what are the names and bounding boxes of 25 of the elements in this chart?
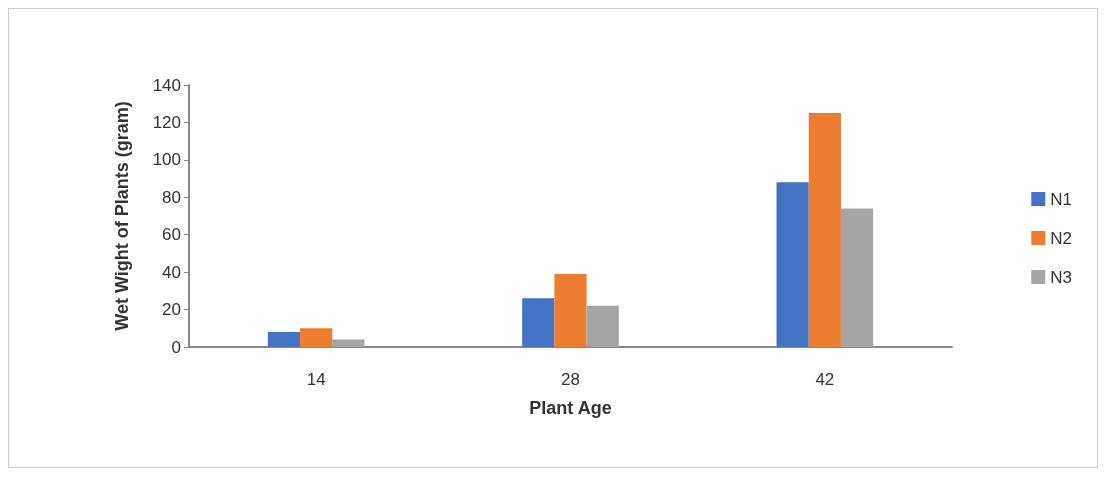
- y-tick-label: 80: [162, 187, 181, 207]
- bar: [840, 208, 874, 347]
- y-tick-label: 40: [162, 262, 181, 282]
- legend-label: N2: [1050, 228, 1072, 248]
- bar: [300, 328, 333, 347]
- bar: [522, 298, 555, 347]
- bar: [586, 305, 619, 347]
- y-axis-title: Wet Wight of Plants (gram): [112, 101, 132, 331]
- x-axis-title: Plant Age: [529, 398, 612, 418]
- bar: [776, 182, 809, 347]
- x-tick-label: 14: [306, 370, 326, 389]
- y-tick-label: 140: [152, 75, 181, 95]
- y-tick-label: 120: [152, 112, 181, 132]
- y-tick-label: 20: [162, 300, 181, 320]
- bar: [332, 339, 365, 347]
- y-tick-label: 0: [171, 337, 181, 357]
- legend-label: N3: [1050, 267, 1072, 287]
- bar: [267, 332, 301, 347]
- legend-label: N1: [1050, 189, 1072, 209]
- x-tick-label: 42: [815, 370, 835, 389]
- bar: [808, 113, 841, 347]
- bar: [554, 274, 587, 347]
- y-tick-label: 60: [162, 225, 181, 245]
- y-tick-label: 100: [152, 150, 181, 170]
- x-tick-label: 28: [561, 370, 580, 389]
